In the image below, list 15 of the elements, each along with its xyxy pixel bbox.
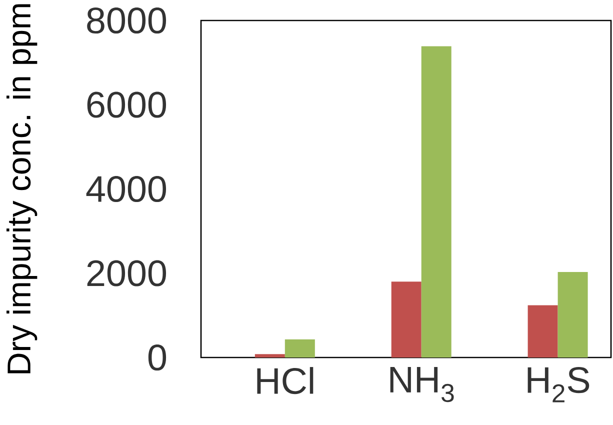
x-tick-label: H$_{2}$S [528,367,590,402]
y-axis-title: Dry impurity conc. in ppm [6,4,38,374]
y-tick-label: 6000 [87,92,166,118]
y-tick-label: 0 [148,344,166,371]
bar [391,282,422,358]
bar [528,305,558,358]
y-tick-label: 4000 [86,176,166,202]
bar [284,339,315,358]
y-tick-label: 2000 [87,260,166,286]
bar [558,272,588,358]
bar [421,46,452,358]
bar [254,354,285,358]
x-tick-label: NH$_{3}$ [390,367,454,402]
x-tick-label: HCl [257,367,314,394]
y-tick-label: 8000 [87,7,166,34]
